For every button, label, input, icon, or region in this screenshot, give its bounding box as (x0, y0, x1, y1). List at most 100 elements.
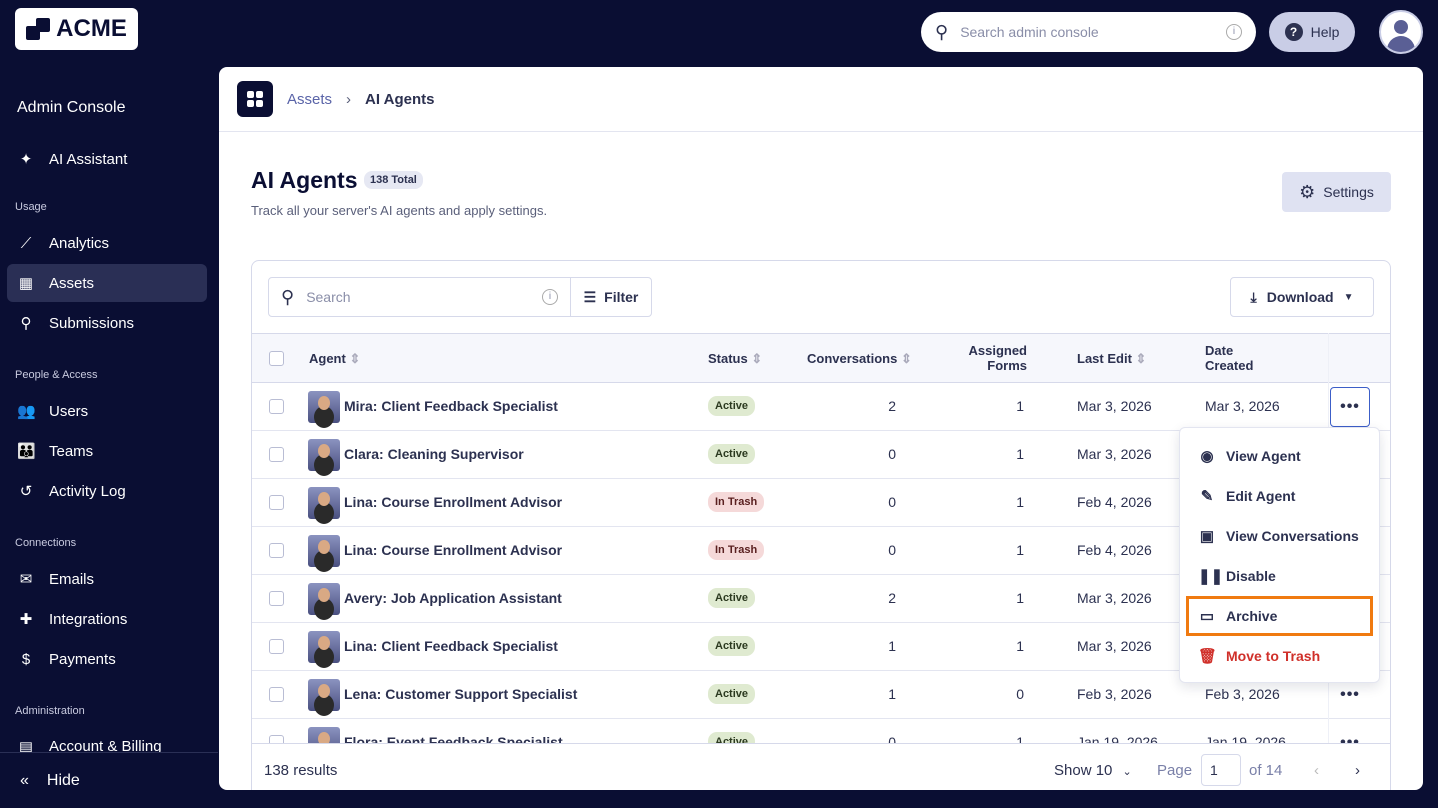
sidebar-item-ai-assistant[interactable]: ✦ AI Assistant (7, 140, 207, 178)
more-actions-button[interactable]: ••• (1340, 686, 1360, 703)
gear-icon: ⚙ (1299, 181, 1316, 202)
download-icon: ⤓ (1250, 288, 1257, 305)
status-badge: Active (708, 588, 756, 608)
header-status[interactable]: Status ⇕ (708, 351, 763, 366)
agent-name[interactable]: Lina: Course Enrollment Advisor (344, 494, 563, 510)
acme-logo[interactable]: ACME (15, 8, 138, 50)
menu-item-archive[interactable]: ▭ Archive (1186, 596, 1373, 636)
agent-name[interactable]: Clara: Cleaning Supervisor (344, 446, 524, 462)
agent-name[interactable]: Lena: Customer Support Specialist (344, 686, 578, 702)
sidebar-item-integrations[interactable]: ✚ Integrations (7, 600, 207, 638)
row-checkbox[interactable] (269, 543, 284, 558)
row-checkbox[interactable] (269, 591, 284, 606)
last-edit-date: Mar 3, 2026 (1077, 398, 1152, 414)
section-people: People & Access (15, 369, 98, 381)
breadcrumb: Assets › AI Agents (219, 67, 1423, 132)
header-assigned-forms[interactable]: Assigned Forms (968, 343, 1027, 373)
more-actions-button[interactable]: ••• (1340, 734, 1360, 743)
agent-name[interactable]: Lina: Course Enrollment Advisor (344, 542, 563, 558)
page-label: Page (1157, 762, 1193, 779)
sidebar-item-account-billing[interactable]: ▤ Account & Billing (18, 738, 162, 756)
page-size-select[interactable]: Show 10 ⌄ (1054, 762, 1132, 779)
user-avatar[interactable] (1379, 10, 1423, 54)
menu-item-view-agent[interactable]: ◉ View Agent (1186, 436, 1373, 476)
row-checkbox[interactable] (269, 447, 284, 462)
last-edit-date: Mar 3, 2026 (1077, 590, 1152, 606)
sidebar-item-assets[interactable]: ▦ Assets (7, 264, 207, 302)
table-row[interactable]: Lina: Course Enrollment Advisor In Trash… (252, 479, 1390, 527)
prev-page-button[interactable]: ‹ (1314, 762, 1319, 779)
row-checkbox[interactable] (269, 399, 284, 414)
sidebar-item-activity-log[interactable]: ↺ Activity Log (7, 472, 207, 510)
conversations-count: 0 (888, 542, 896, 558)
next-page-button[interactable]: › (1355, 762, 1360, 779)
page-title: AI Agents (251, 167, 358, 193)
page-total: of 14 (1249, 762, 1283, 779)
date-created: Mar 3, 2026 (1205, 398, 1280, 414)
admin-search-input[interactable]: ⚲ Search admin console i (921, 12, 1256, 52)
mail-icon: ✉ (19, 571, 33, 588)
download-button[interactable]: ⤓ Download ▼ (1230, 277, 1374, 317)
row-checkbox[interactable] (269, 687, 284, 702)
table-row[interactable]: Mira: Client Feedback Specialist Active … (252, 383, 1390, 431)
last-edit-date: Mar 3, 2026 (1077, 446, 1152, 462)
menu-item-disable[interactable]: ❚❚ Disable (1198, 568, 1276, 585)
agent-name[interactable]: Flora: Event Feedback Specialist (344, 734, 563, 743)
filter-button[interactable]: ☰ Filter (570, 277, 652, 317)
row-checkbox[interactable] (269, 495, 284, 510)
sidebar-item-users[interactable]: 👥 Users (17, 402, 89, 421)
agent-name[interactable]: Avery: Job Application Assistant (344, 590, 562, 606)
help-button[interactable]: ? Help (1269, 12, 1355, 52)
sidebar-item-submissions[interactable]: ⚲ Submissions (7, 304, 207, 342)
sidebar-item-payments[interactable]: $ Payments (7, 640, 207, 678)
breadcrumb-assets[interactable]: Assets (287, 90, 333, 108)
row-checkbox[interactable] (269, 639, 284, 654)
pause-icon: ❚❚ (1198, 568, 1224, 585)
table-row[interactable]: Avery: Job Application Assistant Active … (252, 575, 1390, 623)
assigned-forms-count: 1 (1016, 494, 1024, 510)
assigned-forms-count: 1 (1016, 542, 1024, 558)
last-edit-date: Jan 19, 2026 (1077, 734, 1158, 743)
users-icon: 👥 (17, 403, 36, 420)
chat-icon: ▣ (1199, 528, 1215, 545)
last-edit-date: Feb 3, 2026 (1077, 686, 1152, 702)
agent-avatar (308, 391, 340, 423)
header-conversations[interactable]: Conversations ⇕ (807, 351, 912, 366)
agent-name[interactable]: Lina: Client Feedback Specialist (344, 638, 558, 654)
eye-icon: ◉ (1200, 448, 1214, 465)
page-input[interactable]: 1 (1201, 754, 1241, 786)
row-actions-menu: ◉ View Agent ✎ Edit Agent ▣ View Conversation… (1179, 427, 1380, 683)
last-edit-date: Feb 4, 2026 (1077, 494, 1152, 510)
header-date-created[interactable]: Date Created (1205, 343, 1254, 373)
row-checkbox[interactable] (269, 735, 284, 743)
help-icon: ? (1284, 23, 1303, 41)
table-row[interactable]: Lina: Client Feedback Specialist Active … (252, 623, 1390, 671)
settings-button[interactable]: ⚙ Settings (1282, 172, 1391, 212)
agent-avatar (308, 583, 340, 615)
pencil-icon: ✎ (1200, 488, 1214, 505)
trash-icon: 🗑 (1198, 648, 1218, 665)
chevron-right-icon: › (346, 90, 352, 108)
agent-name[interactable]: Mira: Client Feedback Specialist (344, 398, 558, 414)
agent-avatar (308, 727, 340, 743)
menu-item-move-to-trash[interactable]: 🗑 Move to Trash (1198, 648, 1321, 665)
sidebar-item-emails[interactable]: ✉ Emails (7, 560, 207, 598)
sidebar-item-analytics[interactable]: ⟋ Analytics (7, 224, 207, 262)
logo-mark-icon (26, 18, 51, 40)
table-search-input[interactable]: ⚲ Search i (268, 277, 571, 317)
conversations-count: 0 (888, 494, 896, 510)
menu-item-edit-agent[interactable]: ✎ Edit Agent (1186, 476, 1373, 516)
more-actions-button[interactable]: ••• (1330, 387, 1370, 427)
sidebar-item-teams[interactable]: 👪 Teams (17, 442, 94, 461)
caret-down-icon: ▼ (1343, 291, 1354, 303)
menu-item-view-conversations[interactable]: ▣ View Conversations (1199, 528, 1359, 545)
table-row[interactable]: Flora: Event Feedback Specialist Active … (252, 719, 1390, 743)
header-agent[interactable]: Agent ⇕ (309, 351, 361, 366)
id-card-icon: ▤ (18, 739, 34, 756)
hide-sidebar-button[interactable]: «Hide (0, 752, 218, 808)
select-all-checkbox[interactable] (269, 351, 284, 366)
header-last-edit[interactable]: Last Edit ⇕ (1077, 351, 1147, 366)
teams-icon: 👪 (17, 443, 36, 460)
table-row[interactable]: Lena: Customer Support Specialist Active… (252, 671, 1390, 719)
chart-icon: ⟋ (20, 234, 32, 252)
